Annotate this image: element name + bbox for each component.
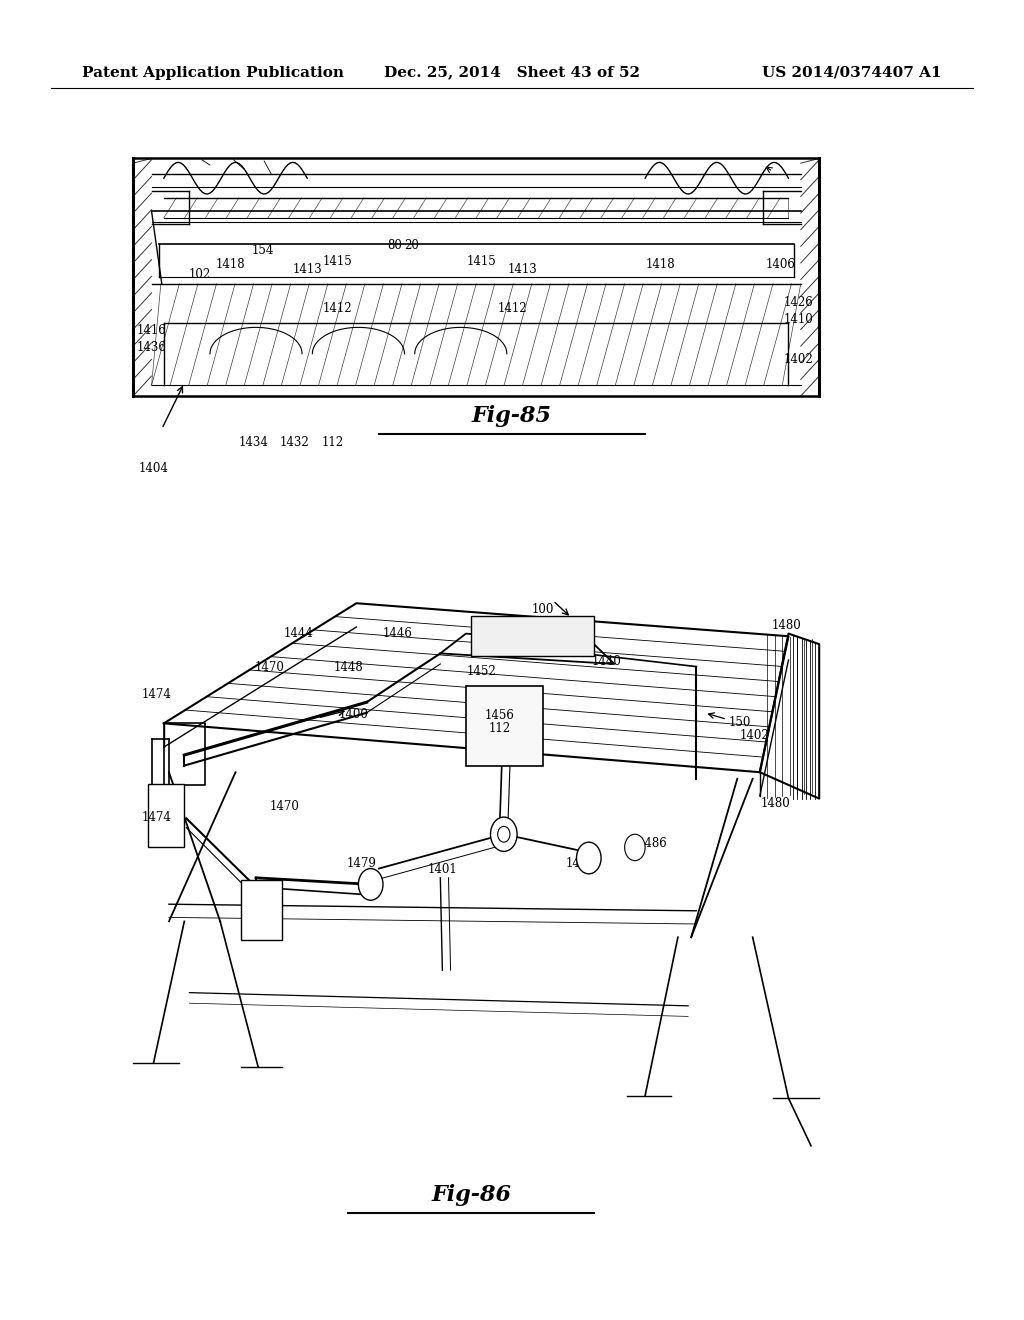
Text: 1406: 1406 (765, 257, 796, 271)
Circle shape (358, 869, 383, 900)
Text: 1480: 1480 (760, 797, 791, 810)
Text: 1415: 1415 (466, 255, 497, 268)
Text: 1413: 1413 (292, 263, 323, 276)
Text: 1480: 1480 (771, 619, 802, 632)
Text: 80: 80 (387, 239, 401, 252)
Circle shape (498, 826, 510, 842)
Text: 1412: 1412 (498, 302, 526, 315)
Text: 102: 102 (188, 268, 211, 281)
Text: 1474: 1474 (141, 810, 172, 824)
Bar (471, 616, 594, 656)
Text: 1410: 1410 (783, 313, 814, 326)
Text: 1404: 1404 (138, 462, 169, 475)
Text: Fig-86: Fig-86 (431, 1184, 511, 1205)
Text: 112: 112 (488, 722, 511, 735)
Circle shape (577, 842, 601, 874)
Text: 112: 112 (322, 436, 344, 449)
Circle shape (625, 834, 645, 861)
Text: 1400: 1400 (338, 708, 369, 721)
Text: 1484: 1484 (565, 857, 596, 870)
Text: 1456: 1456 (484, 709, 515, 722)
Text: 154: 154 (252, 244, 274, 257)
Text: 1416: 1416 (136, 323, 167, 337)
Text: 1479: 1479 (346, 857, 377, 870)
Text: 20: 20 (404, 239, 419, 252)
Text: 1418: 1418 (216, 257, 245, 271)
Text: Fig-85: Fig-85 (472, 405, 552, 426)
Bar (241, 880, 282, 940)
Text: 1412: 1412 (324, 302, 352, 315)
Text: 1426: 1426 (783, 296, 814, 309)
Text: 1448: 1448 (333, 661, 364, 675)
Text: 1401: 1401 (427, 863, 458, 876)
Text: 1434: 1434 (239, 436, 269, 449)
Text: 1440: 1440 (591, 655, 622, 668)
Text: 1415: 1415 (323, 255, 353, 268)
Text: Patent Application Publication: Patent Application Publication (82, 66, 344, 79)
Text: 100: 100 (531, 603, 554, 616)
Text: 1452: 1452 (466, 665, 497, 678)
Text: 1444: 1444 (284, 627, 314, 640)
Text: 1402: 1402 (739, 729, 770, 742)
Text: 1413: 1413 (507, 263, 538, 276)
Circle shape (490, 817, 517, 851)
Text: Dec. 25, 2014   Sheet 43 of 52: Dec. 25, 2014 Sheet 43 of 52 (384, 66, 640, 79)
Text: 1474: 1474 (141, 688, 172, 701)
Bar (148, 784, 184, 847)
Text: 1436: 1436 (136, 341, 167, 354)
Text: 1418: 1418 (646, 257, 675, 271)
Text: 1432: 1432 (280, 436, 310, 449)
Text: 150: 150 (728, 715, 751, 729)
Text: 1470: 1470 (254, 661, 285, 675)
Text: US 2014/0374407 A1: US 2014/0374407 A1 (763, 66, 942, 79)
Text: 1446: 1446 (382, 627, 413, 640)
Text: 1470: 1470 (269, 800, 300, 813)
Text: 1402: 1402 (783, 352, 814, 366)
Text: 1486: 1486 (637, 837, 668, 850)
Bar (466, 686, 543, 766)
